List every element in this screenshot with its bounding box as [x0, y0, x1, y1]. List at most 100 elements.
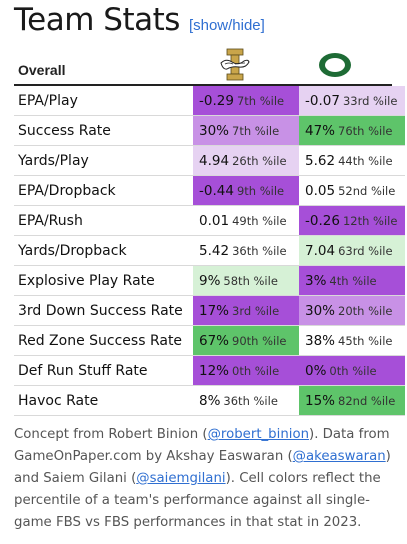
table-header: Overall: [14, 48, 392, 86]
team-b-cell: -0.07 33rd %ile: [299, 86, 405, 116]
percentile-label: 44th %ile: [338, 154, 393, 168]
percentile-label: 52nd %ile: [338, 184, 396, 198]
idaho-vandals-logo: [220, 48, 250, 81]
team-b-cell: 38% 45th %ile: [299, 325, 405, 356]
stat-value: 15%: [305, 393, 336, 409]
team-b-cell: 30% 20th %ile: [299, 295, 405, 326]
table-row: Havoc Rate 8% 36th %ile 15% 82nd %ile: [14, 385, 405, 416]
stat-label: Def Run Stuff Rate: [14, 355, 193, 386]
stat-value: 0.01: [199, 213, 230, 229]
percentile-label: 0th %ile: [232, 364, 280, 378]
oregon-o-logo: [319, 53, 351, 77]
team-b-cell: 15% 82nd %ile: [299, 385, 405, 416]
team-a-cell: 12% 0th %ile: [193, 355, 299, 386]
team-b-cell: 0% 0th %ile: [299, 355, 405, 386]
percentile-label: 90th %ile: [232, 334, 287, 348]
stats-table: EPA/Play -0.29 7th %ile -0.07 33rd %ile Succe…: [14, 86, 405, 416]
stat-value: 12%: [199, 363, 230, 379]
stat-value: 30%: [305, 303, 336, 319]
percentile-label: 36th %ile: [223, 394, 278, 408]
table-row: EPA/Dropback -0.44 9th %ile 0.05 52nd %ile: [14, 175, 405, 206]
stat-value: 38%: [305, 333, 336, 349]
stat-value: 0.05: [305, 183, 336, 199]
team-a-cell: 17% 3rd %ile: [193, 295, 299, 326]
footnote-text: ). Data from GameOnPaper.com by Akshay E…: [14, 427, 390, 464]
team-a-cell: 30% 7th %ile: [193, 115, 299, 146]
percentile-label: 49th %ile: [232, 214, 287, 228]
stat-value: -0.26: [305, 213, 340, 229]
section-label: Overall: [18, 62, 66, 78]
stat-value: -0.07: [305, 93, 340, 109]
show-hide-toggle[interactable]: [show/hide]: [188, 17, 265, 34]
stat-label: Yards/Play: [14, 145, 193, 176]
team-a-cell: 0.01 49th %ile: [193, 205, 299, 236]
stat-label: Success Rate: [14, 115, 193, 146]
table-row: Def Run Stuff Rate 12% 0th %ile 0% 0th %ile: [14, 355, 405, 386]
percentile-label: 7th %ile: [236, 94, 285, 108]
stat-value: 5.62: [305, 153, 336, 169]
stat-value: 7.04: [305, 243, 336, 259]
percentile-label: 7th %ile: [232, 124, 280, 138]
percentile-label: 26th %ile: [232, 154, 287, 168]
footnote-text: ) and Saiem Gilani (: [14, 449, 391, 486]
stat-label: EPA/Play: [14, 86, 193, 116]
team-b-cell: 0.05 52nd %ile: [299, 175, 405, 206]
percentile-label: 36th %ile: [232, 244, 287, 258]
table-row: Explosive Play Rate 9% 58th %ile 3% 4th %ile: [14, 265, 405, 296]
stat-label: Explosive Play Rate: [14, 265, 193, 296]
percentile-label: 20th %ile: [338, 304, 393, 318]
stat-value: 3%: [305, 273, 327, 289]
table-row: EPA/Rush 0.01 49th %ile -0.26 12th %ile: [14, 205, 405, 236]
percentile-label: 76th %ile: [338, 124, 393, 138]
percentile-label: 33rd %ile: [342, 94, 398, 108]
team-a-cell: 5.42 36th %ile: [193, 235, 299, 266]
percentile-label: 4th %ile: [329, 274, 377, 288]
stat-value: 0%: [305, 363, 327, 379]
table-row: Yards/Play 4.94 26th %ile 5.62 44th %ile: [14, 145, 405, 176]
team-b-cell: -0.26 12th %ile: [299, 205, 405, 236]
akeaswaran-link[interactable]: @akeaswaran: [292, 449, 386, 464]
team-b-cell: 7.04 63rd %ile: [299, 235, 405, 266]
stat-label: Red Zone Success Rate: [14, 325, 193, 356]
percentile-label: 45th %ile: [338, 334, 393, 348]
percentile-label: 12th %ile: [342, 214, 398, 228]
stat-value: 47%: [305, 123, 336, 139]
robert-binion-link[interactable]: @robert_binion: [207, 427, 310, 442]
team-a-cell: 4.94 26th %ile: [193, 145, 299, 176]
footnote-text: Concept from Robert Binion (: [14, 427, 208, 442]
team-a-cell: -0.44 9th %ile: [193, 175, 299, 206]
stat-value: 4.94: [199, 153, 230, 169]
page-title: Team Stats: [14, 2, 180, 38]
stat-label: EPA/Rush: [14, 205, 193, 236]
stat-value: 9%: [199, 273, 221, 289]
team-a-cell: 9% 58th %ile: [193, 265, 299, 296]
stat-value: -0.44: [199, 183, 234, 199]
table-row: EPA/Play -0.29 7th %ile -0.07 33rd %ile: [14, 86, 405, 116]
percentile-label: 0th %ile: [329, 364, 377, 378]
percentile-label: 58th %ile: [223, 274, 278, 288]
table-row: 3rd Down Success Rate 17% 3rd %ile 30% 20th …: [14, 295, 405, 326]
stat-value: 17%: [199, 303, 230, 319]
stat-label: Havoc Rate: [14, 385, 193, 416]
team-b-cell: 3% 4th %ile: [299, 265, 405, 296]
title-row: Team Stats [show/hide]: [14, 2, 265, 46]
footnote: Concept from Robert Binion (@robert_bini…: [14, 424, 392, 534]
saiemgilani-link[interactable]: @saiemgilani: [136, 471, 226, 486]
table-row: Success Rate 30% 7th %ile 47% 76th %ile: [14, 115, 405, 146]
team-a-cell: 8% 36th %ile: [193, 385, 299, 416]
stat-value: 8%: [199, 393, 221, 409]
team-b-cell: 5.62 44th %ile: [299, 145, 405, 176]
team-a-cell: 67% 90th %ile: [193, 325, 299, 356]
stat-label: Yards/Dropback: [14, 235, 193, 266]
team-b-cell: 47% 76th %ile: [299, 115, 405, 146]
table-row: Red Zone Success Rate 67% 90th %ile 38% 45th…: [14, 325, 405, 356]
stat-value: 30%: [199, 123, 230, 139]
table-row: Yards/Dropback 5.42 36th %ile 7.04 63rd %ile: [14, 235, 405, 266]
stat-label: EPA/Dropback: [14, 175, 193, 206]
percentile-label: 3rd %ile: [232, 304, 280, 318]
stat-value: 5.42: [199, 243, 230, 259]
team-a-cell: -0.29 7th %ile: [193, 86, 299, 116]
footnote-text: ). Cell colors reflect the percentile of…: [14, 471, 381, 530]
stat-value: -0.29: [199, 93, 234, 109]
percentile-label: 82nd %ile: [338, 394, 396, 408]
